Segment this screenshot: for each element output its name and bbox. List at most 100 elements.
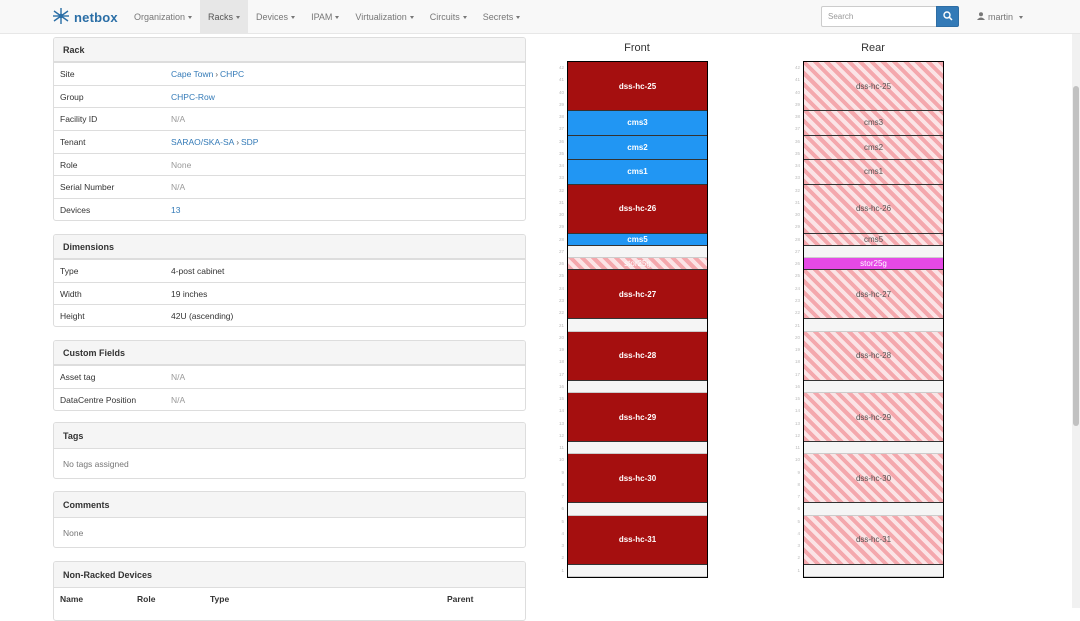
nav-virtualization[interactable]: Virtualization [347,0,421,34]
device-dss-hc-30[interactable]: dss-hc-30 [568,454,707,504]
site-link[interactable]: CHPC [220,68,245,79]
brand-logo[interactable]: netbox [52,6,118,28]
facility-row: Facility ID N/A [54,107,525,130]
unit-number: 5 [561,518,564,524]
rack-unit-slot [804,381,943,394]
unit-number: 10 [558,457,564,463]
device-cms2[interactable]: cms2 [568,135,707,161]
device-dss-hc-25[interactable]: dss-hc-25 [568,62,707,112]
site-row: Site Cape Town › CHPC [54,62,525,85]
page-scrollbar-thumb[interactable] [1073,86,1079,426]
rack-unit-slot [568,246,707,259]
chevron-down-icon [335,16,340,20]
main-nav: Organization Racks Devices IPAM Virtuali… [126,0,528,34]
rack-unit-slot [804,442,943,455]
device-cms2[interactable]: cms2 [804,135,943,161]
device-dss-hc-30[interactable]: dss-hc-30 [804,454,943,504]
unit-number: 12 [794,432,800,438]
panel-title: Dimensions [54,235,525,259]
device-cms5[interactable]: cms5 [804,233,943,246]
device-dss-hc-27[interactable]: dss-hc-27 [568,270,707,320]
search-button[interactable] [936,6,959,27]
unit-number: 28 [794,236,800,242]
nav-circuits[interactable]: Circuits [422,0,475,34]
device-label: cms2 [863,142,884,152]
group-link[interactable]: CHPC-Row [171,91,215,102]
device-dss-hc-31[interactable]: dss-hc-31 [568,515,707,565]
unit-number: 3 [561,543,564,549]
device-stor25g[interactable]: stor25g [568,258,707,271]
device-dss-hc-26[interactable]: dss-hc-26 [568,184,707,234]
chevron-down-icon [516,16,521,20]
device-cms1[interactable]: cms1 [568,160,707,185]
nav-ipam[interactable]: IPAM [303,0,347,34]
device-dss-hc-25[interactable]: dss-hc-25 [804,62,943,112]
device-cms3[interactable]: cms3 [804,111,943,136]
unit-number: 34 [794,163,800,169]
nav-organization[interactable]: Organization [126,0,200,34]
non-racked-devices-panel: Non-Racked Devices Name Role Type Parent [53,561,526,621]
field-label: Asset tag [60,371,96,382]
device-dss-hc-31[interactable]: dss-hc-31 [804,515,943,565]
unit-number: 15 [558,396,564,402]
device-cms3[interactable]: cms3 [568,111,707,136]
device-label: dss-hc-30 [855,473,892,483]
unit-number: 8 [561,481,564,487]
device-stor25g[interactable]: stor25g [804,258,943,271]
unit-number: 22 [558,310,564,316]
unit-number: 16 [558,383,564,389]
user-menu[interactable]: martin [977,0,1024,34]
device-label: cms5 [627,234,648,244]
unit-number: 9 [797,469,800,475]
device-dss-hc-26[interactable]: dss-hc-26 [804,184,943,234]
device-label: stor25g [624,259,651,269]
nav-racks[interactable]: Racks [200,0,249,34]
unit-number: 31 [794,199,800,205]
device-dss-hc-27[interactable]: dss-hc-27 [804,270,943,320]
device-label: dss-hc-27 [618,289,657,299]
device-label: cms2 [627,142,648,152]
unit-number: 32 [794,187,800,193]
field-label: Width [60,288,82,299]
nav-devices[interactable]: Devices [248,0,303,34]
unit-number: 40 [558,89,564,95]
unit-number: 36 [558,138,564,144]
device-dss-hc-28[interactable]: dss-hc-28 [568,331,707,381]
unit-number: 5 [797,518,800,524]
type-row: Type 4-post cabinet [54,259,525,282]
rack-unit-slot [568,442,707,455]
unit-number: 20 [558,334,564,340]
nav-secrets[interactable]: Secrets [475,0,529,34]
unit-number: 22 [794,310,800,316]
panel-title: Rack [54,38,525,62]
tenant-row: Tenant SARAO/SKA-SA › SDP [54,130,525,153]
unit-number: 41 [558,77,564,83]
device-dss-hc-29[interactable]: dss-hc-29 [804,393,943,443]
devices-count-link[interactable]: 13 [171,204,181,215]
device-dss-hc-29[interactable]: dss-hc-29 [568,393,707,443]
device-cms1[interactable]: cms1 [804,160,943,185]
device-label: dss-hc-29 [618,412,657,422]
device-cms5[interactable]: cms5 [568,233,707,246]
unit-number: 2 [561,555,564,561]
dimensions-panel: Dimensions Type 4-post cabinet Width 19 … [53,234,526,327]
unit-number: 11 [559,445,564,451]
tenant-group-link[interactable]: SARAO/SKA-SA [171,136,235,147]
chevron-right-icon: › [215,69,219,79]
username: martin [988,12,1014,22]
device-label: dss-hc-31 [855,535,892,545]
unit-number: 24 [558,285,564,291]
device-label: dss-hc-28 [618,351,657,361]
search-input[interactable] [821,6,937,27]
device-dss-hc-28[interactable]: dss-hc-28 [804,331,943,381]
comments-body: None [63,528,84,538]
unit-number: 17 [794,371,800,377]
site-parent-link[interactable]: Cape Town [171,68,214,79]
rack-unit-slot [804,565,943,577]
tenant-link[interactable]: SDP [240,136,259,147]
unit-number: 37 [558,126,564,132]
unit-number: 38 [558,114,564,120]
device-label: dss-hc-29 [855,412,892,422]
device-label: dss-hc-26 [855,204,892,214]
field-value: 4-post cabinet [171,265,225,276]
